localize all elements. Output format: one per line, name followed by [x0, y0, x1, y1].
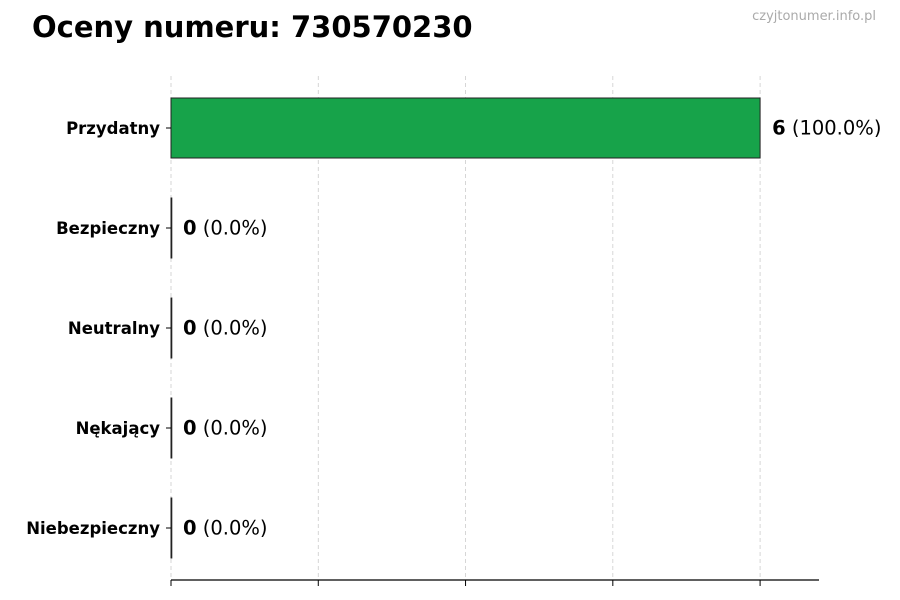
bar-niebezpieczny: [170, 497, 173, 559]
data-label: 0 (0.0%): [183, 217, 268, 240]
data-label: 0 (0.0%): [183, 317, 268, 340]
data-label-percent: (100.0%): [786, 117, 882, 140]
data-label-value: 0: [183, 217, 197, 240]
data-label-value: 0: [183, 517, 197, 540]
y-tick-label: Nękający: [76, 419, 161, 438]
bar-neutralny: [170, 297, 173, 359]
data-label: 0 (0.0%): [183, 517, 268, 540]
data-label: 0 (0.0%): [183, 417, 268, 440]
data-label-percent: (0.0%): [197, 317, 268, 340]
chart-title: Oceny numeru: 730570230: [32, 10, 473, 44]
bar-nękający: [170, 397, 173, 459]
bar-bezpieczny: [170, 197, 173, 259]
y-tick-label: Przydatny: [66, 119, 160, 138]
data-label-value: 6: [772, 117, 786, 140]
data-label-percent: (0.0%): [197, 517, 268, 540]
data-label-percent: (0.0%): [197, 417, 268, 440]
y-tick-label: Niebezpieczny: [26, 519, 160, 538]
y-tick-label: Neutralny: [68, 319, 160, 338]
data-label-value: 0: [183, 317, 197, 340]
data-label-value: 0: [183, 417, 197, 440]
data-label-percent: (0.0%): [197, 217, 268, 240]
data-label: 6 (100.0%): [772, 117, 881, 140]
y-tick-label: Bezpieczny: [56, 219, 160, 238]
bar-przydatny: [170, 97, 761, 159]
watermark: czyjtonumer.info.pl: [752, 9, 876, 24]
